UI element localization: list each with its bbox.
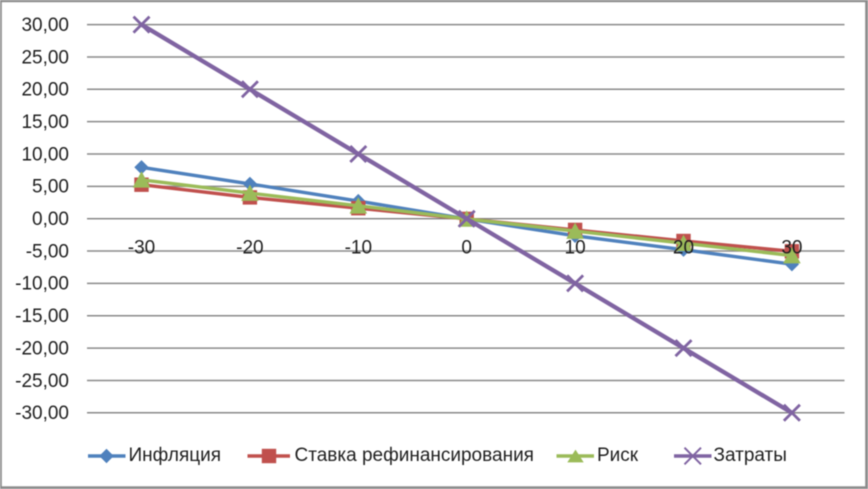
svg-text:10,00: 10,00 xyxy=(21,144,69,165)
svg-text:-15,00: -15,00 xyxy=(15,306,69,327)
svg-text:30,00: 30,00 xyxy=(21,15,69,36)
svg-text:-5,00: -5,00 xyxy=(26,241,69,262)
svg-text:-10,00: -10,00 xyxy=(15,274,69,295)
svg-text:Риск: Риск xyxy=(597,445,639,466)
svg-text:30: 30 xyxy=(781,238,802,259)
svg-text:-30: -30 xyxy=(128,238,155,259)
svg-text:25,00: 25,00 xyxy=(21,47,69,68)
svg-text:10: 10 xyxy=(565,238,586,259)
svg-text:Ставка рефинансирования: Ставка рефинансирования xyxy=(295,445,534,466)
svg-text:-10: -10 xyxy=(345,238,372,259)
svg-text:Инфляция: Инфляция xyxy=(129,445,222,466)
svg-text:20,00: 20,00 xyxy=(21,80,69,101)
svg-text:15,00: 15,00 xyxy=(21,112,69,133)
svg-text:-20,00: -20,00 xyxy=(15,338,69,359)
svg-text:20: 20 xyxy=(673,238,694,259)
svg-text:-20: -20 xyxy=(236,238,263,259)
svg-text:0: 0 xyxy=(461,238,472,259)
svg-text:5,00: 5,00 xyxy=(32,177,69,198)
svg-text:Затраты: Затраты xyxy=(714,445,787,466)
svg-text:0,00: 0,00 xyxy=(32,209,69,230)
svg-text:-25,00: -25,00 xyxy=(15,371,69,392)
svg-text:-30,00: -30,00 xyxy=(15,403,69,424)
